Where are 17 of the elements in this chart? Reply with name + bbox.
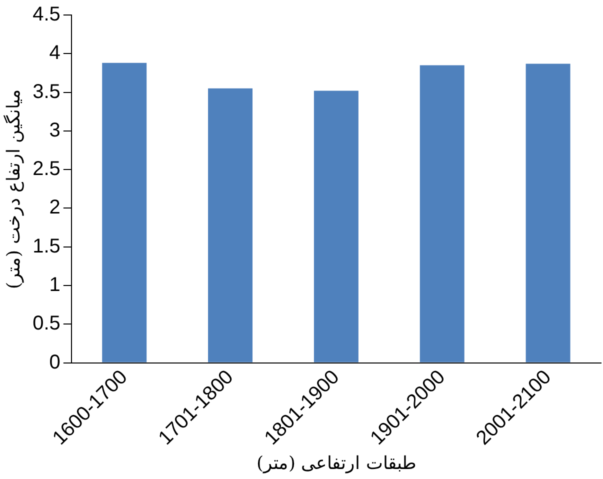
y-tick-label: 2.5 bbox=[32, 158, 60, 180]
bar bbox=[314, 90, 358, 362]
bar bbox=[102, 62, 147, 362]
y-tick-label: 3.5 bbox=[32, 80, 60, 103]
y-tick-label: 2 bbox=[49, 196, 60, 219]
y-tick-label: 3 bbox=[49, 119, 60, 142]
y-tick-label: 4.5 bbox=[32, 4, 60, 26]
bar bbox=[526, 64, 570, 362]
y-tick-label: 4 bbox=[49, 42, 60, 64]
y-tick-label: 0 bbox=[49, 351, 60, 374]
bar bbox=[208, 88, 253, 362]
bar bbox=[420, 65, 464, 362]
y-tick-label: 1 bbox=[49, 274, 60, 296]
y-tick-label: 1.5 bbox=[32, 235, 60, 258]
y-tick-label: 0.5 bbox=[32, 312, 60, 335]
x-axis-title: طبقات ارتفاعی (متر) bbox=[256, 452, 416, 474]
y-axis-title: میانگین ارتفاع درخت (متر) bbox=[2, 88, 24, 290]
